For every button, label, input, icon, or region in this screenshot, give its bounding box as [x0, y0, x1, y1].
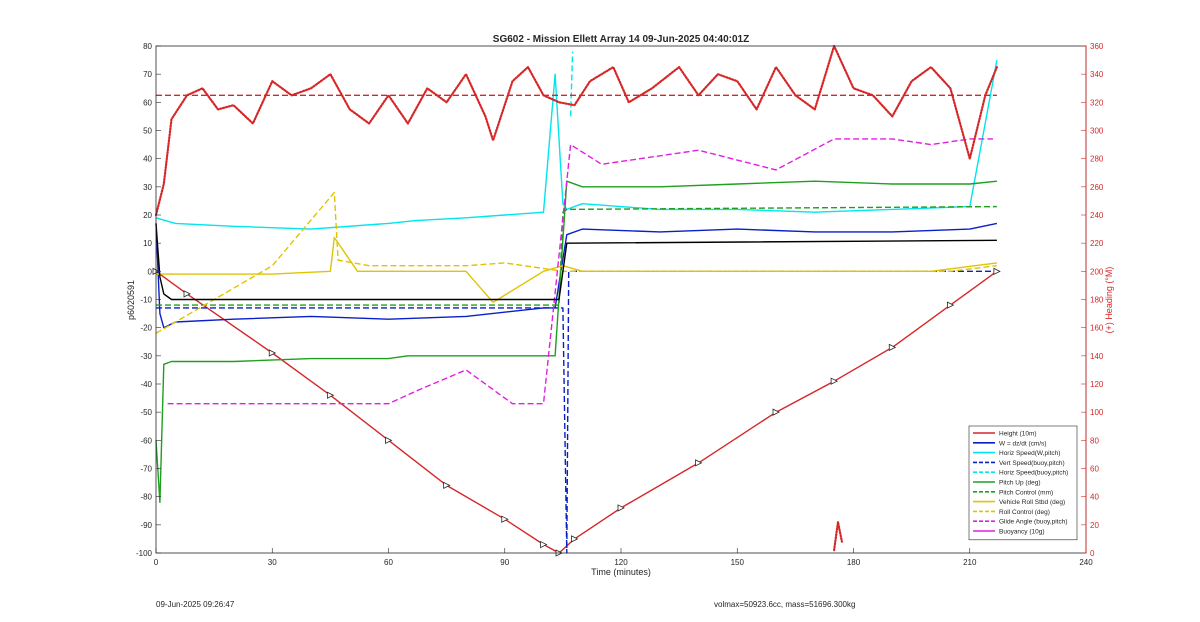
y-tick-label: -50 — [140, 408, 152, 417]
legend-label: Vert Speed(buoy,pitch) — [999, 460, 1065, 467]
y2-tick-label: 20 — [1090, 521, 1099, 530]
series-line-pitch-control-mm — [156, 205, 997, 306]
y2-axis-label: (+) Heading (°M) — [1104, 267, 1114, 334]
series-line-vehicle-roll-stbd-deg — [156, 236, 997, 303]
series-line-pitch-up-deg — [155, 180, 997, 503]
legend-label: Pitch Up (deg) — [999, 480, 1041, 487]
legend-label: Buoyancy (10g) — [999, 529, 1045, 536]
y-tick-label: -100 — [136, 549, 153, 558]
chart-ticks: 0 30 60 90 120 150 180 210 240-100-90-80-70-60-5… — [136, 42, 1104, 567]
series-line-heading-pitch-up — [832, 520, 844, 552]
y-tick-label: -90 — [140, 521, 152, 530]
y2-tick-label: 200 — [1090, 267, 1104, 276]
y-tick-label: 50 — [143, 127, 152, 136]
chart-title: SG602 - Mission Ellett Array 14 09-Jun-2… — [493, 34, 749, 45]
legend-label: Pitch Control (mm) — [999, 489, 1053, 496]
y2-tick-label: 80 — [1090, 436, 1099, 445]
y-tick-label: 10 — [143, 239, 152, 248]
x-tick-label: 180 — [847, 558, 861, 567]
y2-tick-label: 320 — [1090, 98, 1104, 107]
y2-tick-label: 240 — [1090, 211, 1104, 220]
y-tick-label: 0 — [148, 267, 153, 276]
x-tick-label: 150 — [731, 558, 745, 567]
y-axis-label: p6020591 — [126, 280, 136, 320]
y2-tick-label: 160 — [1090, 324, 1104, 333]
height-marker — [443, 481, 451, 490]
y2-tick-label: 0 — [1090, 549, 1095, 558]
series-line-glide-angle-buoy-pitch — [167, 138, 993, 405]
y2-tick-label: 120 — [1090, 380, 1104, 389]
y2-tick-label: 280 — [1090, 155, 1104, 164]
height-marker — [385, 436, 393, 444]
y-tick-label: -20 — [140, 324, 152, 333]
y-tick-label: 20 — [143, 211, 152, 220]
footer-timestamp: 09-Jun-2025 09:26:47 — [156, 600, 235, 609]
y-tick-label: 60 — [143, 98, 152, 107]
x-tick-label: 60 — [384, 558, 393, 567]
height-marker — [695, 459, 703, 467]
height-marker — [540, 540, 548, 549]
legend-label: W = dz/dt (cm/s) — [999, 440, 1047, 447]
x-tick-label: 210 — [963, 558, 977, 567]
chart-legend: Height (10m) W = dz/dt (cm/s) Horiz Speed(… — [968, 425, 1078, 541]
y-tick-label: -60 — [140, 436, 152, 445]
series-line-vert-speed-buoy-pitch — [156, 270, 997, 554]
series-line-heading — [154, 44, 999, 217]
height-marker — [946, 301, 955, 309]
y2-tick-label: 300 — [1090, 127, 1104, 136]
series-line-roll-control-deg — [155, 191, 997, 334]
y2-tick-label: 260 — [1090, 183, 1104, 192]
y2-tick-label: 180 — [1090, 296, 1104, 305]
y-tick-label: -30 — [140, 352, 152, 361]
x-tick-label: 120 — [614, 558, 628, 567]
height-marker — [993, 267, 1001, 275]
height-marker — [571, 535, 579, 543]
y2-tick-label: 60 — [1090, 465, 1099, 474]
legend-label: Roll Control (deg) — [999, 509, 1050, 516]
x-tick-label: 0 — [154, 558, 159, 567]
height-marker — [501, 515, 509, 523]
y-tick-label: -40 — [140, 380, 152, 389]
legend-label: Glide Angle (buoy,pitch) — [999, 519, 1068, 526]
y-tick-label: -10 — [140, 296, 152, 305]
legend-label: Horiz Speed(buoy,pitch) — [999, 470, 1068, 477]
series-line-horiz-speed-buoy-pitch — [569, 51, 574, 117]
x-tick-label: 240 — [1079, 558, 1093, 567]
x-tick-label: 90 — [500, 558, 509, 567]
height-marker — [617, 504, 625, 512]
y-tick-label: -70 — [140, 465, 152, 474]
series-line-height-10m — [155, 270, 998, 554]
footer-vehicle-info: volmax=50923.6cc, mass=51696.300kg — [714, 600, 856, 609]
x-axis-label: Time (minutes) — [591, 567, 651, 577]
series-line-horiz-speed-w-pitch — [155, 59, 998, 230]
chart-series — [152, 44, 1001, 557]
y-tick-label: 80 — [143, 42, 152, 51]
y2-tick-label: 220 — [1090, 239, 1104, 248]
y2-tick-label: 40 — [1090, 493, 1099, 502]
legend-label: Horiz Speed(W,pitch) — [999, 450, 1060, 457]
height-marker — [888, 343, 897, 352]
height-marker — [772, 408, 780, 416]
series-line-w-dz-dt-cm-s — [155, 222, 998, 329]
y-tick-label: 40 — [143, 155, 152, 164]
height-marker — [830, 377, 839, 385]
y2-tick-label: 340 — [1090, 70, 1104, 79]
y2-tick-label: 360 — [1090, 42, 1104, 51]
legend-label: Height (10m) — [999, 431, 1037, 438]
y-tick-label: 30 — [143, 183, 152, 192]
series-line-vbd-10-cc — [155, 223, 997, 301]
height-marker — [183, 290, 191, 298]
height-marker — [268, 349, 277, 357]
legend-label: Vehicle Roll Stbd (deg) — [999, 499, 1065, 506]
y-tick-label: 70 — [143, 70, 152, 79]
x-tick-label: 30 — [268, 558, 277, 567]
y2-tick-label: 140 — [1090, 352, 1104, 361]
y2-tick-label: 100 — [1090, 408, 1104, 417]
y-tick-label: -80 — [140, 493, 152, 502]
height-marker — [326, 391, 335, 399]
